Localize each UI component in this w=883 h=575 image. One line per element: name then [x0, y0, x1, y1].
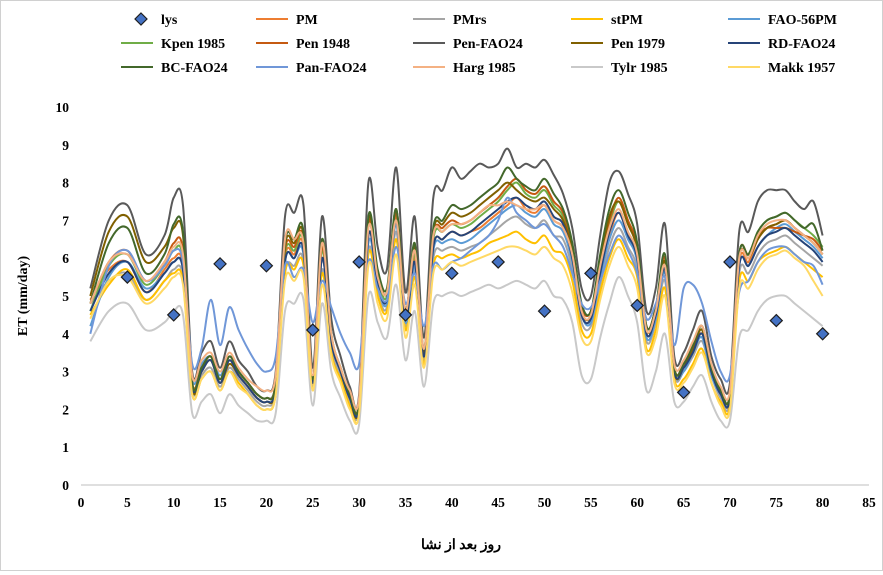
series-line-makk-1957: [89, 245, 824, 425]
x-tick-label: 45: [491, 495, 505, 510]
x-tick-label: 75: [770, 495, 784, 510]
legend-label: Tylr 1985: [611, 61, 668, 76]
y-axis-ticks: 0 1 2 3 4 5 6 7 8 9 10: [56, 100, 70, 493]
x-tick-label: 80: [816, 495, 830, 510]
series-lines: [89, 147, 824, 435]
legend-label: Kpen 1985: [161, 37, 225, 52]
legend-label: stPM: [611, 13, 643, 28]
observed-point: [815, 326, 830, 341]
x-tick-label: 50: [538, 495, 552, 510]
x-tick-label: 40: [445, 495, 459, 510]
x-tick-label: 30: [352, 495, 366, 510]
observed-point: [398, 308, 413, 322]
legend-label: Pen 1979: [611, 37, 665, 52]
y-tick-label: 10: [56, 100, 70, 115]
y-tick-label: 4: [62, 327, 69, 342]
x-tick-label: 10: [167, 495, 181, 510]
x-tick-label: 15: [213, 495, 227, 510]
legend-marker: [134, 12, 148, 26]
y-tick-label: 3: [62, 365, 69, 380]
observed-point: [630, 298, 645, 313]
legend-label: PM: [296, 13, 318, 28]
observed-point: [723, 255, 737, 269]
y-tick-label: 7: [62, 213, 69, 228]
legend-label: RD-FAO24: [768, 37, 835, 52]
x-tick-label: 35: [399, 495, 413, 510]
legend-label: lys: [161, 13, 178, 28]
x-tick-label: 25: [306, 495, 320, 510]
y-tick-label: 8: [62, 176, 69, 191]
observed-point: [537, 304, 552, 318]
observed-point: [444, 266, 459, 281]
legend-label: Makk 1957: [768, 61, 835, 76]
observed-point: [213, 257, 227, 271]
x-tick-label: 70: [723, 495, 737, 510]
y-tick-label: 5: [62, 289, 69, 304]
y-tick-label: 0: [62, 478, 69, 493]
observed-points: [120, 255, 830, 400]
x-tick-label: 20: [260, 495, 274, 510]
legend-label: Pen 1948: [296, 37, 350, 52]
axes: 0 5 10 15 20 25 30 35 40 45 50 55 60 65 70 75 80 85 01234…: [56, 100, 877, 510]
x-tick-label: 65: [677, 495, 691, 510]
x-tick-label: 0: [78, 495, 85, 510]
x-tick-label: 60: [630, 495, 644, 510]
observed-point: [259, 258, 274, 273]
x-tick-label: 5: [124, 495, 131, 510]
legend-label: FAO-56PM: [768, 13, 837, 28]
legend-label: Harg 1985: [453, 61, 516, 76]
observed-point: [166, 308, 181, 322]
observed-point: [491, 255, 506, 269]
observed-point: [676, 385, 691, 400]
y-tick-label: 6: [62, 251, 69, 266]
legend-label: PMrs: [453, 13, 487, 28]
observed-point: [584, 266, 598, 281]
observed-point: [352, 255, 366, 269]
y-tick-label: 1: [62, 440, 69, 455]
x-tick-label: 85: [862, 495, 876, 510]
series-line-harg-1985: [89, 200, 824, 411]
series-line-pan-fao24: [89, 196, 824, 383]
observed-point: [769, 313, 784, 328]
y-axis-title: ET (mm/day): [16, 256, 31, 337]
y-tick-label: 2: [62, 402, 69, 417]
legend-label: Pen-FAO24: [453, 37, 523, 52]
y-tick-label: 9: [62, 138, 69, 153]
observed-point: [305, 323, 320, 337]
x-axis-title: روز بعد از نشا: [421, 538, 501, 553]
legend-label: BC-FAO24: [161, 61, 228, 76]
x-tick-label: 55: [584, 495, 598, 510]
legend: lys PM PMrs stPM FAO-56PM Kpen 1985 Pen 1948 Pe…: [121, 12, 837, 76]
observed-point: [120, 270, 135, 284]
series-line-tylr-1985: [89, 276, 824, 435]
legend-label: Pan-FAO24: [296, 61, 367, 76]
series-line-rd-fao24: [89, 196, 824, 418]
series-line-pen-fao24: [89, 147, 824, 410]
x-axis-ticks: 0 5 10 15 20 25 30 35 40 45 50 55 60 65 70 75 80 85: [78, 495, 876, 510]
